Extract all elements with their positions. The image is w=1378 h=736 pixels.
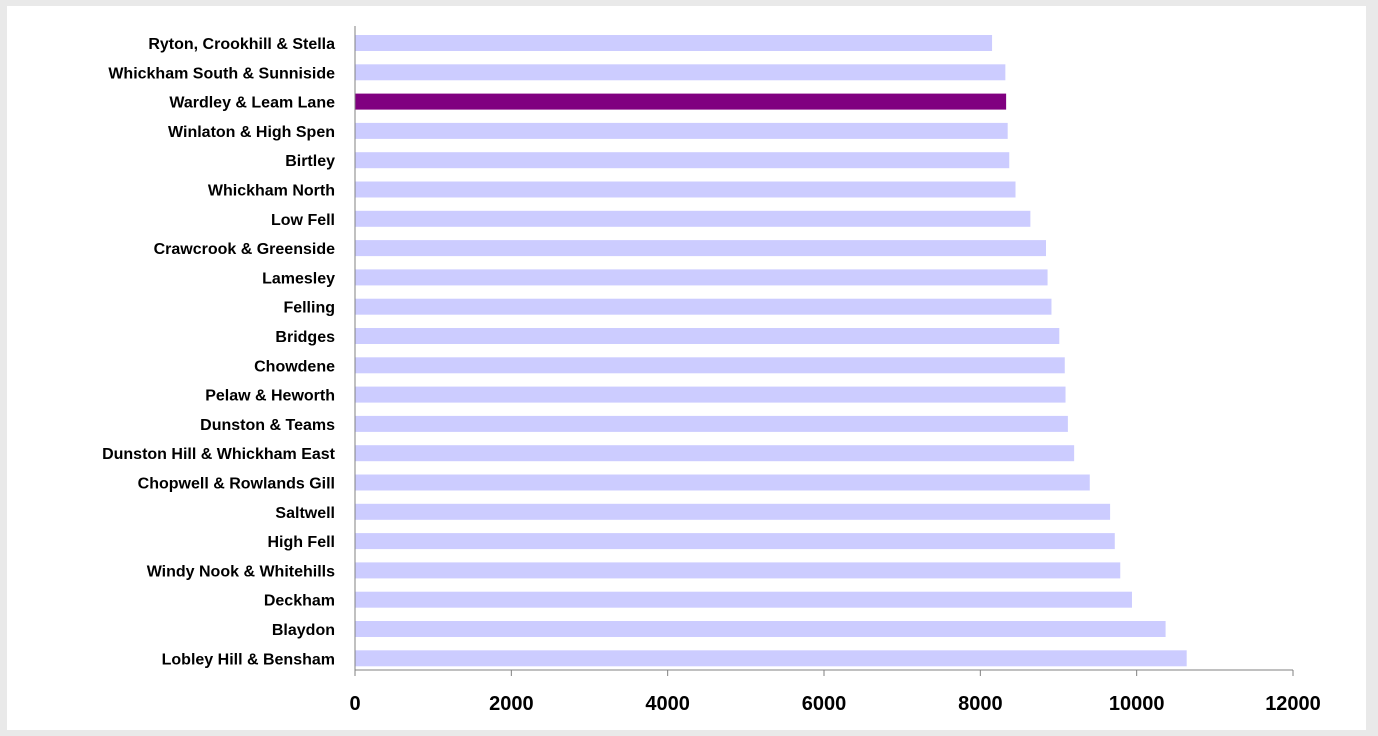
chart-panel: Ryton, Crookhill & Stella Whickham South …	[7, 6, 1366, 730]
bar-winlaton-high-spen	[355, 122, 1008, 139]
bars-group	[355, 35, 1187, 667]
category-label: Whickham North	[208, 183, 335, 200]
bar-deckham	[355, 591, 1132, 608]
category-label: Windy Nook & Whitehills	[147, 563, 335, 580]
bar-chart: Ryton, Crookhill & Stella Whickham South …	[102, 26, 1321, 715]
category-label: Dunston & Teams	[200, 417, 335, 434]
category-label: Lamesley	[262, 270, 335, 287]
bar-crawcrook-greenside	[355, 240, 1046, 257]
bar-wardley-leam-lane	[355, 93, 1007, 110]
category-label: Birtley	[285, 153, 335, 170]
bar-dunston-teams	[355, 415, 1068, 432]
category-labels: Ryton, Crookhill & Stella Whickham South …	[102, 36, 336, 668]
bar-blaydon	[355, 621, 1166, 637]
category-label: Wardley & Leam Lane	[169, 95, 335, 112]
category-label: Dunston Hill & Whickham East	[102, 446, 336, 463]
x-tick-label: 12000	[1265, 693, 1321, 715]
category-label: Bridges	[275, 329, 335, 346]
category-label: Winlaton & High Spen	[168, 124, 335, 141]
bar-low-fell	[355, 210, 1031, 227]
bar-whickham-north	[355, 181, 1016, 198]
bar-chowdene	[355, 357, 1065, 374]
category-label: Ryton, Crookhill & Stella	[148, 36, 335, 53]
bar-felling	[355, 298, 1052, 315]
bar-bridges	[355, 328, 1060, 344]
category-label: Felling	[283, 300, 335, 317]
x-tick-label: 10000	[1109, 693, 1165, 715]
category-label: Chopwell & Rowlands Gill	[138, 476, 335, 493]
bar-chopwell-rowlands-gill	[355, 474, 1090, 491]
x-tick-label: 6000	[802, 693, 847, 715]
category-label: Deckham	[264, 593, 335, 610]
category-label: Chowdene	[254, 358, 335, 375]
bar-whickham-south-sunniside	[355, 64, 1006, 81]
bar-lamesley	[355, 269, 1048, 286]
x-tick-label: 4000	[645, 693, 690, 715]
bar-saltwell	[355, 503, 1111, 520]
bar-ryton-crookhill-stella	[355, 35, 993, 51]
x-tick-label: 0	[349, 693, 360, 715]
bar-pelaw-heworth	[355, 386, 1066, 403]
category-label: Saltwell	[275, 505, 335, 522]
category-label: High Fell	[267, 534, 335, 551]
bar-windy-nook-whitehills	[355, 562, 1121, 579]
category-label: Pelaw & Heworth	[205, 388, 335, 405]
x-axis: 0 2000 4000 6000 8000 10000 12000	[349, 26, 1321, 715]
category-label: Lobley Hill & Bensham	[162, 651, 335, 668]
x-tick-label: 2000	[489, 693, 534, 715]
category-label: Blaydon	[272, 622, 335, 639]
bar-high-fell	[355, 533, 1115, 550]
bar-dunston-hill-whickham-east	[355, 445, 1075, 462]
category-label: Whickham South & Sunniside	[108, 65, 335, 82]
x-tick-label: 8000	[958, 693, 1003, 715]
category-label: Crawcrook & Greenside	[154, 241, 336, 258]
bar-birtley	[355, 152, 1010, 169]
bar-lobley-hill-bensham	[355, 650, 1187, 667]
category-label: Low Fell	[271, 212, 335, 229]
